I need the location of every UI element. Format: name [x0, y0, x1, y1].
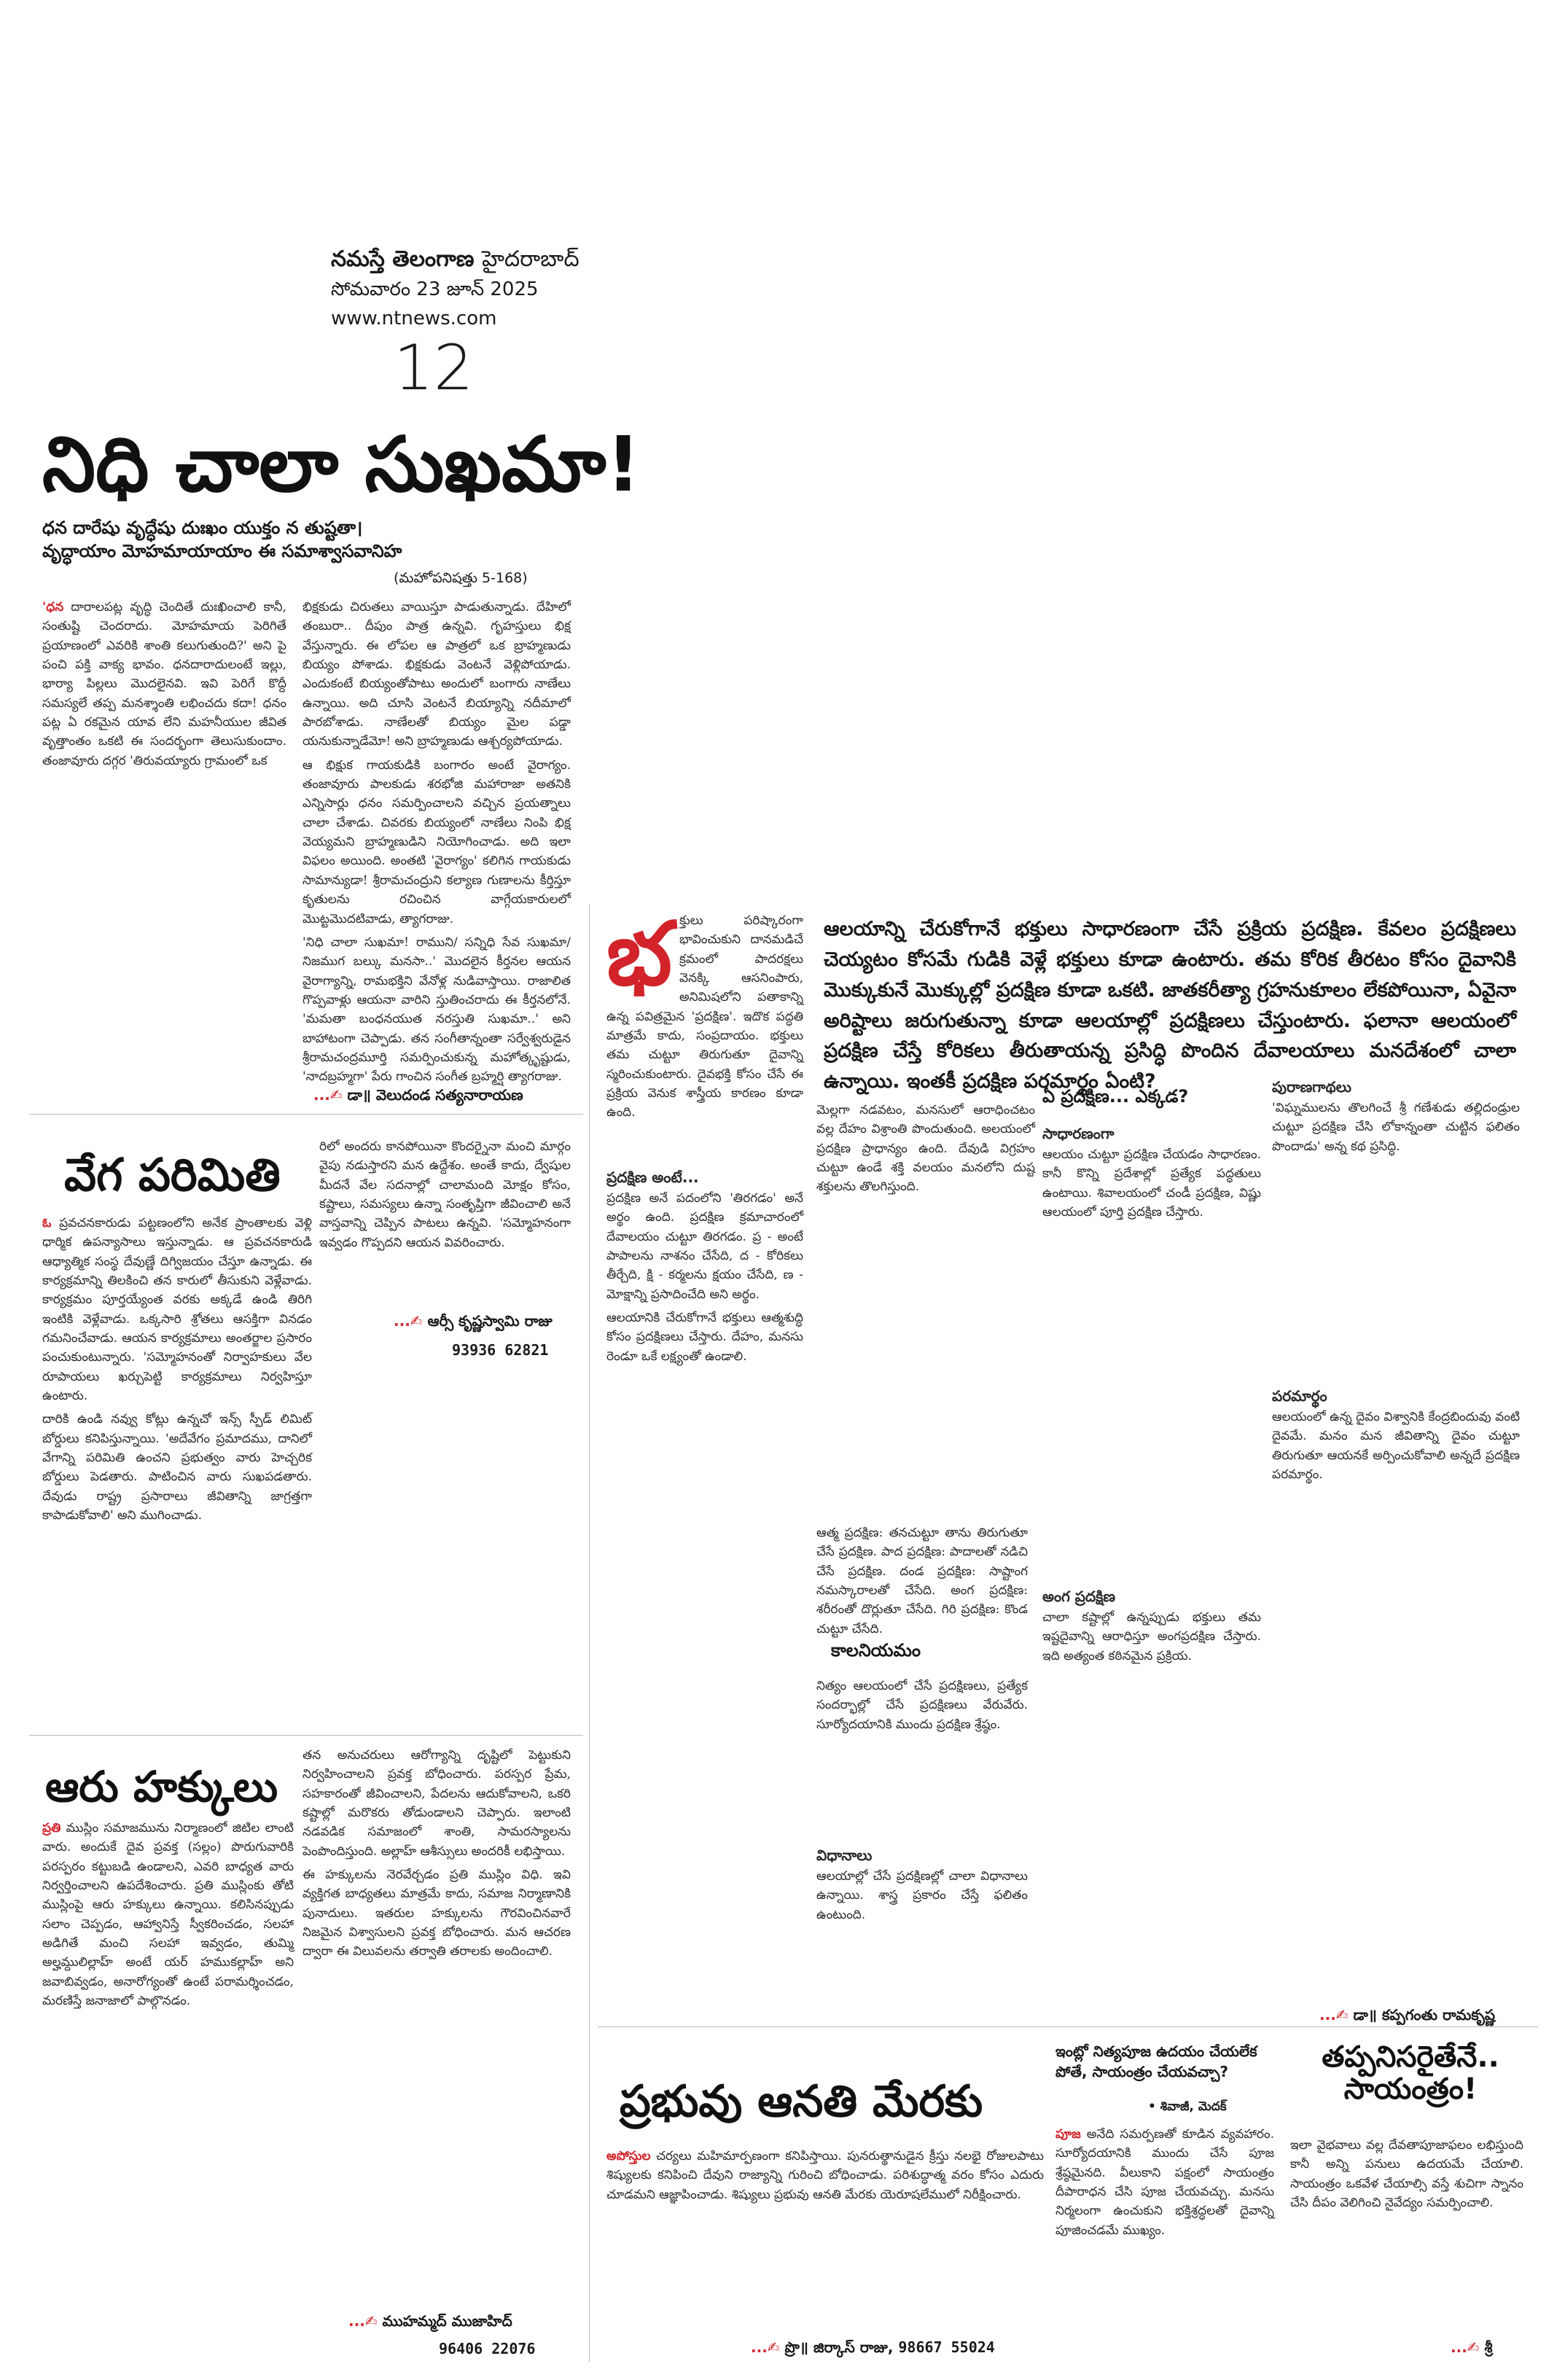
- prabhuvu-lead: అపోస్తుల: [606, 2149, 651, 2164]
- article-lead-word: 'ధన: [42, 600, 64, 614]
- pradakshina-paragraph: 'విఘ్నములను తొలగించే శ్రీ గణేశుడు తల్లిద…: [1272, 1101, 1520, 1154]
- rights-paragraph: తన అనుచరులు ఆరోగ్యాన్ని దృష్టిలో పెట్టుక…: [303, 1748, 571, 1859]
- byline-name: డా॥ కప్పగంతు రామకృష్ణ: [1353, 2006, 1495, 2024]
- nityapuja-article: పూజ అనేది సమర్పణతో కూడిన వ్యవహారం. సూర్య…: [1055, 2125, 1274, 2244]
- rights-byline: ...✍ ముహమ్మద్ ముజాహిద్: [348, 2312, 512, 2330]
- pradakshina-puranam: పురాణగాథలు 'విఘ్నములను తొలగించే శ్రీ గణే…: [1272, 1076, 1520, 1160]
- speed-phone: 93936 62821: [452, 1341, 549, 1359]
- pradakshina-ante: ప్రదక్షిణ అంటే... ప్రదక్షిణ అనే పదంలోని …: [606, 1166, 803, 1370]
- prabhuvu-phone: 98667 55024: [898, 2338, 995, 2356]
- byline-name: ముహమ్మద్ ముజాహిద్: [382, 2312, 512, 2330]
- divider: [598, 2026, 1538, 2027]
- rights-col1: ప్రతి ముస్లిం సమాజమును నిర్మాణంలో జిటిల …: [42, 1819, 294, 2015]
- speed-lead: ఓ: [42, 1216, 52, 1230]
- pradakshina-types: ఆత్మ ప్రదక్షిణ: తనచుట్టూ తాను తిరుగుతూ చ…: [816, 1526, 1028, 1636]
- nityapuja-question: ఇంట్లో నిత్యపూజ ఉదయం చేయలేక పోతే, సాయంత్…: [1055, 2042, 1257, 2080]
- article-paragraph: భిక్షకుడు చిరుతలు వాయిస్తూ పాడుతున్నాడు.…: [303, 600, 571, 749]
- byline-name: డా॥ వెలుదండ సత్యనారాయణ: [347, 1086, 523, 1104]
- article-paragraph: 'నిధి చాలా సుఖమా! రాముని/ సన్నిధి సేవ సు…: [303, 935, 571, 1085]
- pradakshina-anga: అంగ ప్రదక్షిణ చాలా కష్టాల్లో ఉన్నప్పుడు …: [1042, 1585, 1261, 1670]
- nityapuja-asker: • శివాజీ, మెదక్: [1148, 2099, 1227, 2114]
- prabhuvu-article: అపోస్తుల చర్యలు మహిమార్పణంగా కనిపిస్తాయి…: [606, 2147, 1044, 2209]
- tappanisari-headline: తప్పనిసరైతేనే.. సాయంత్రం!: [1322, 2040, 1499, 2106]
- tappanisari-byline: ...✍ శ్రీ: [1451, 2338, 1493, 2356]
- main-headline: నిధి చాలా సుఖమా!: [42, 420, 641, 509]
- main-article-col1: 'ధన దారాలపట్ల వృద్ధి చెందితే దుఃఖించాలి …: [42, 598, 286, 775]
- pradakshina-intro: భ క్తులు పరిష్కారంగా భావించుకుని దానమడిచ…: [606, 911, 803, 1123]
- divider: [29, 1114, 583, 1115]
- pradakshina-paragraph: ఆలయాల్లో చేసే ప్రదక్షిణల్లో చాలా విధానాల…: [816, 1869, 1028, 1922]
- paper-name: నమస్తే తెలంగాణ: [331, 246, 475, 272]
- subhead-anga: అంగ ప్రదక్షిణ: [1042, 1588, 1116, 1605]
- byline-name: శ్రీ: [1484, 2338, 1493, 2356]
- subhead-ante: ప్రదక్షిణ అంటే...: [606, 1168, 699, 1186]
- masthead-date: సోమవారం 23 జూన్ 2025: [331, 278, 539, 300]
- pradakshina-paragraph: ఆలయానికి చేరుకోగానే భక్తులు ఆత్మశుద్ధి క…: [606, 1311, 803, 1364]
- rights-col2: తన అనుచరులు ఆరోగ్యాన్ని దృష్టిలో పెట్టుక…: [303, 1746, 571, 1966]
- rights-lead: ప్రతి: [42, 1821, 61, 1835]
- subhead-kalaniyamam: కాలనియమం: [831, 1640, 921, 1661]
- nityapuja-paragraph: అనేది సమర్పణతో కూడిన వ్యవహారం. సూర్యోదయా…: [1055, 2127, 1274, 2238]
- city-name: హైదరాబాద్: [482, 246, 580, 272]
- pradakshina-paragraph: ఆలయం చుట్టూ ప్రదక్షిణ చేయడం సాధారణం. కాన…: [1042, 1147, 1261, 1220]
- rights-paragraph: ముస్లిం సమాజమును నిర్మాణంలో జిటిల లాంటి …: [42, 1821, 294, 2009]
- speed-paragraph: రిలో అందరు కానపోయినా కొందర్నైనా మంచి మార…: [319, 1139, 571, 1250]
- pradakshina-pullquote: ఆలయాన్ని చేరుకోగానే భక్తులు సాధారణంగా చే…: [824, 918, 1516, 1093]
- subhead-sadharana: సాధారణంగా: [1042, 1125, 1115, 1142]
- main-byline: ...✍ డా॥ వెలుదండ సత్యనారాయణ: [313, 1086, 523, 1104]
- page-number: 12: [394, 332, 474, 405]
- prabhuvu-headline: ప్రభువు ఆనతి మేరకు: [620, 2076, 983, 2127]
- pradakshina-paragraph: చాలా కష్టాల్లో ఉన్నప్పుడు భక్తులు తమ ఇష్…: [1042, 1610, 1261, 1663]
- pradakshina-paragraph: మెల్లగా నడవటం, మనసులో ఆరాధించటం వల్ల దేహ…: [816, 1103, 1035, 1195]
- pradakshina-paragraph: క్తులు పరిష్కారంగా భావించుకుని దానమడిచే …: [606, 913, 803, 1120]
- verse-line-2: వృద్ధాయాం మోహమాయాయాం ఈ సమాశ్వాసవానిహ: [42, 541, 402, 562]
- rights-paragraph: ఈ హక్కులను నెరవేర్చడం ప్రతి ముస్లిం విధి…: [303, 1868, 571, 1959]
- speed-byline: ...✍ ఆర్సీ కృష్ణస్వామి రాజు: [394, 1312, 553, 1330]
- main-article-col2: భిక్షకుడు చిరుతలు వాయిస్తూ పాడుతున్నాడు.…: [303, 598, 571, 1091]
- masthead-paper-name: నమస్తే తెలంగాణ హైదరాబాద్: [331, 246, 580, 277]
- pradakshina-byline: ...✍ డా॥ కప్పగంతు రామకృష్ణ: [1319, 2006, 1495, 2024]
- byline-name: ప్రొ॥ జిర్కాస్ రాజు: [784, 2338, 888, 2356]
- speed-headline: వేగ పరిమితి: [64, 1148, 281, 1201]
- subhead-where: ఏ ప్రదక్షిణ... ఎక్కడ?: [1042, 1086, 1189, 1107]
- speed-paragraph: దారికి ఉండి నవ్వు కోట్లు ఉన్నచో ఇన్స్ స్…: [42, 1412, 312, 1523]
- subhead-puranam: పురాణగాథలు: [1272, 1078, 1351, 1096]
- verse-source: (మహోపనిషత్తు 5-168): [394, 570, 528, 586]
- rights-phone: 96406 22076: [439, 2340, 536, 2357]
- pradakshina-paragraph: ప్రదక్షిణ అనే పదంలోని 'తిరగడం' అనే అర్థం…: [606, 1191, 803, 1302]
- speed-col1: ఓ ప్రవచనకారుడు పట్టణంలోని అనేక ప్రాంతాలక…: [42, 1214, 312, 1530]
- column-rule: [589, 904, 590, 2362]
- prabhuvu-byline: ...✍ ప్రొ॥ జిర్కాస్ రాజు, 98667 55024: [751, 2338, 995, 2356]
- pradakshina-nityam: నిత్యం ఆలయంలో చేసే ప్రదక్షిణలు, ప్రత్యేక…: [816, 1679, 1028, 1732]
- article-paragraph: దారాలపట్ల వృద్ధి చెందితే దుఃఖించాలి కానీ…: [42, 600, 286, 768]
- nityapuja-lead: పూజ: [1055, 2127, 1081, 2142]
- masthead-site: www.ntnews.com: [331, 308, 497, 329]
- speed-col2: రిలో అందరు కానపోయినా కొందర్నైనా మంచి మార…: [319, 1137, 571, 1257]
- pradakshina-col-mid: మెల్లగా నడవటం, మనసులో ఆరాధించటం వల్ల దేహ…: [816, 1101, 1035, 1201]
- subhead-vidhanalu: విధానాలు: [816, 1846, 873, 1864]
- byline-name: ఆర్సీ కృష్ణస్వామి రాజు: [427, 1312, 553, 1330]
- verse-line-1: ధన దారేషు వృద్ధేషు దుఃఖం యుక్తం న తుష్టత…: [42, 518, 363, 538]
- article-paragraph: ఆ భిక్షుక గాయకుడికి బంగారం అంటే వైరాగ్యం…: [303, 757, 571, 926]
- pradakshina-sadharana: సాధారణంగా ఆలయం చుట్టూ ప్రదక్షిణ చేయడం సా…: [1042, 1123, 1261, 1226]
- divider: [29, 1735, 583, 1736]
- pradakshina-paramartham: పరమార్థం ఆలయంలో ఉన్న దైవం విశ్వానికి కేం…: [1272, 1385, 1520, 1489]
- rights-headline: ఆరు హక్కులు: [45, 1762, 278, 1811]
- pradakshina-paragraph: ఆలయంలో ఉన్న దైవం విశ్వానికి కేంద్రబిందువ…: [1272, 1410, 1520, 1483]
- subhead-paramartham: పరమార్థం: [1272, 1387, 1327, 1405]
- speed-paragraph: ప్రవచనకారుడు పట్టణంలోని అనేక ప్రాంతాలకు …: [42, 1216, 313, 1404]
- pradakshina-dropcap: భ: [606, 904, 672, 1005]
- pradakshina-vidhanalu: విధానాలు ఆలయాల్లో చేసే ప్రదక్షిణల్లో చాల…: [816, 1844, 1028, 1929]
- prabhuvu-paragraph: చర్యలు మహిమార్పణంగా కనిపిస్తాయి. పునరుత్…: [606, 2149, 1045, 2202]
- tappanisari-article: ఇలా వైభవాలు వల్ల దేవతాపూజాఫలం లభిస్తుంది…: [1290, 2138, 1523, 2211]
- verse-block: ధన దారేషు వృద్ధేషు దుఃఖం యుక్తం న తుష్టత…: [42, 516, 567, 563]
